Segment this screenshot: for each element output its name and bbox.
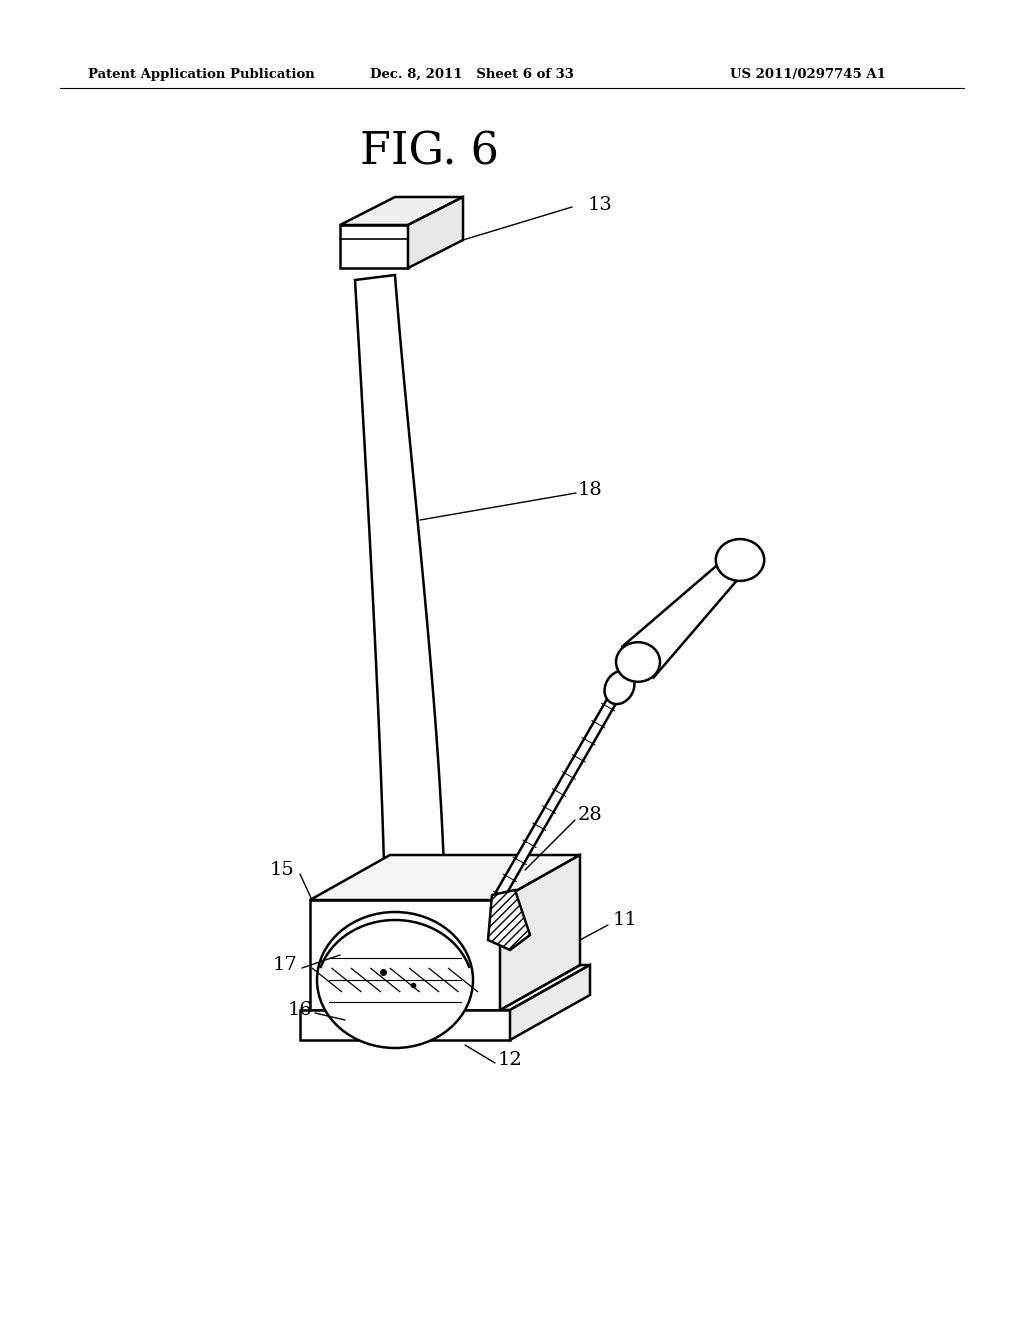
Text: FIG. 6: FIG. 6 [360, 129, 499, 173]
Polygon shape [488, 890, 530, 950]
Ellipse shape [616, 643, 660, 682]
Polygon shape [310, 900, 500, 1010]
Polygon shape [300, 1010, 510, 1040]
Polygon shape [500, 855, 580, 1010]
Text: 11: 11 [612, 911, 637, 929]
Text: 16: 16 [288, 1001, 312, 1019]
Polygon shape [623, 552, 748, 677]
Text: 17: 17 [272, 956, 297, 974]
Text: Dec. 8, 2011   Sheet 6 of 33: Dec. 8, 2011 Sheet 6 of 33 [370, 69, 573, 81]
Polygon shape [500, 965, 590, 1010]
Text: Patent Application Publication: Patent Application Publication [88, 69, 314, 81]
Ellipse shape [604, 671, 635, 704]
Ellipse shape [317, 912, 473, 1048]
Polygon shape [408, 197, 463, 268]
Polygon shape [340, 224, 408, 268]
Polygon shape [355, 275, 445, 900]
Text: 12: 12 [498, 1051, 522, 1069]
Polygon shape [310, 855, 580, 900]
Polygon shape [496, 688, 623, 898]
Text: 28: 28 [578, 807, 602, 824]
Ellipse shape [716, 539, 764, 581]
Polygon shape [510, 965, 590, 1040]
Polygon shape [340, 197, 463, 224]
Text: 15: 15 [269, 861, 294, 879]
Text: 13: 13 [588, 195, 612, 214]
Text: 18: 18 [578, 480, 602, 499]
Text: US 2011/0297745 A1: US 2011/0297745 A1 [730, 69, 886, 81]
